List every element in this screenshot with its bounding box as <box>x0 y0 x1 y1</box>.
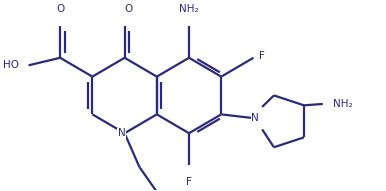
Text: F: F <box>186 177 192 187</box>
Text: F: F <box>259 51 265 61</box>
Text: NH₂: NH₂ <box>334 99 353 109</box>
Text: O: O <box>56 4 64 14</box>
Text: N: N <box>118 128 125 138</box>
Text: O: O <box>124 4 132 14</box>
Text: HO: HO <box>3 60 19 70</box>
Text: NH₂: NH₂ <box>179 4 199 14</box>
Text: N: N <box>251 113 259 123</box>
